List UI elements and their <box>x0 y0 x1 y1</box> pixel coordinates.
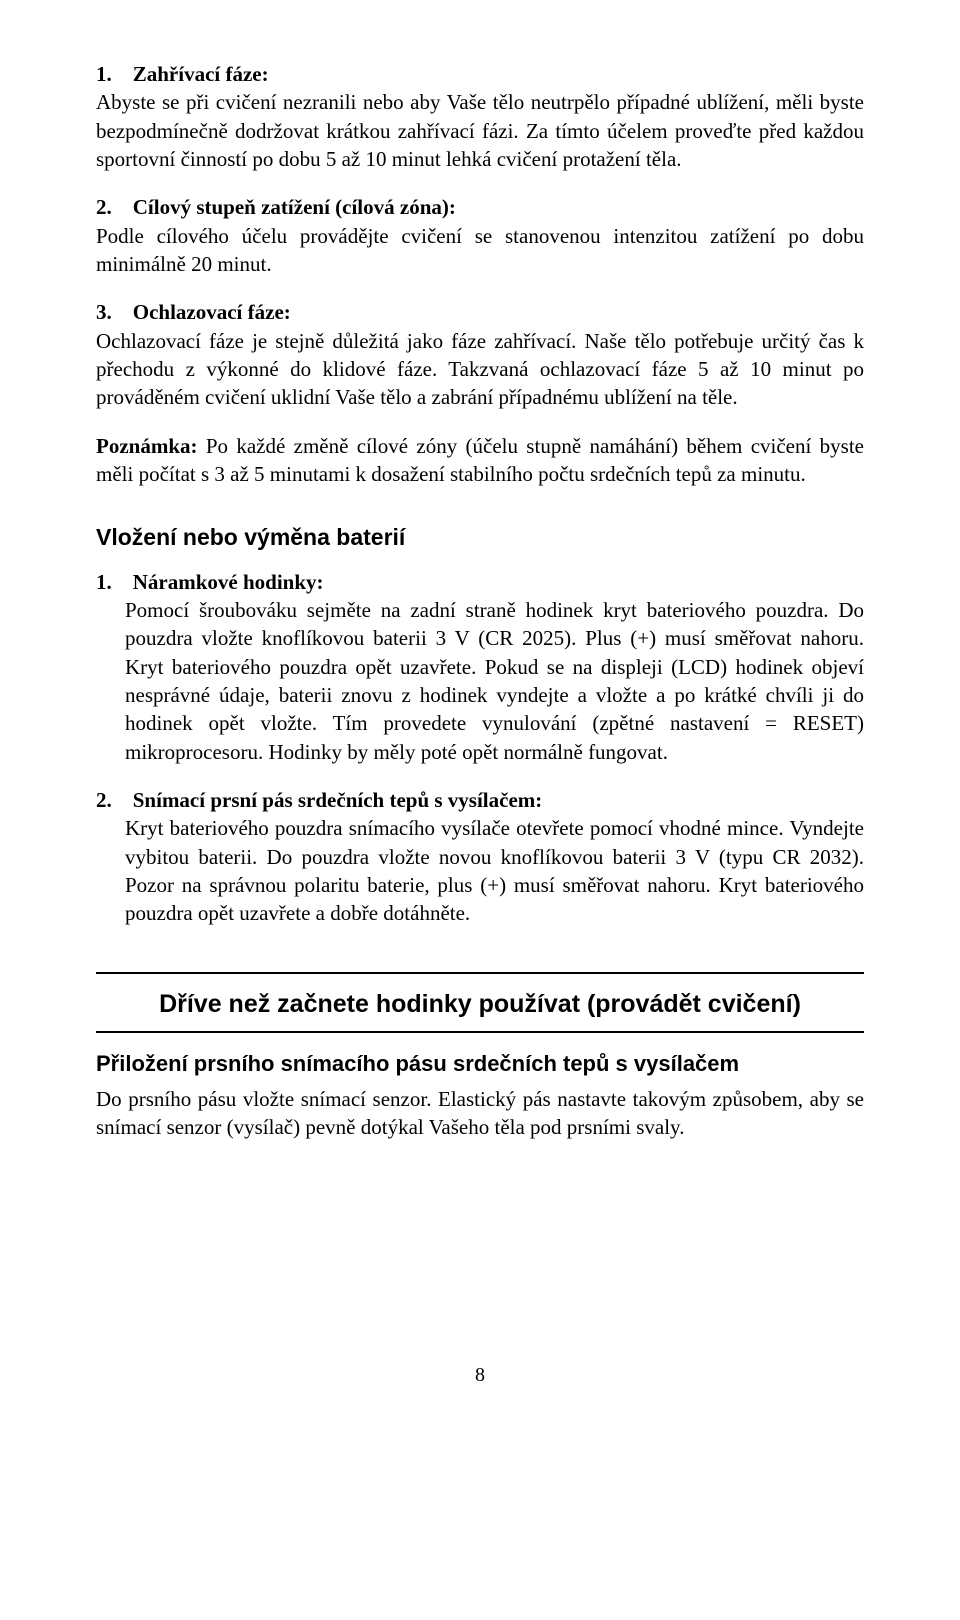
item-title: Cílový stupeň zatížení (cílová zóna): <box>133 195 456 219</box>
note-text: Po každé změně cílové zóny (účelu stupně… <box>96 434 864 486</box>
item-number: 1. <box>96 570 112 594</box>
item-number: 1. <box>96 62 112 86</box>
item-number: 2. <box>96 195 112 219</box>
item-head: 2. Snímací prsní pás srdečních tepů s vy… <box>96 786 864 814</box>
item-title: Ochlazovací fáze: <box>133 300 291 324</box>
item-text: Ochlazovací fáze je stejně důležitá jako… <box>96 329 864 410</box>
item-title: Zahřívací fáze: <box>133 62 269 86</box>
paragraph: Do prsního pásu vložte snímací senzor. E… <box>96 1085 864 1142</box>
item-number: 3. <box>96 300 112 324</box>
list-item: 1. Zahřívací fáze: Abyste se při cvičení… <box>96 60 864 173</box>
note-label: Poznámka: <box>96 434 198 458</box>
battery-list: 1. Náramkové hodinky: Pomocí šroubováku … <box>96 568 864 928</box>
item-body: 2. Cílový stupeň zatížení (cílová zóna):… <box>96 193 864 278</box>
subheading: Přiložení prsního snímacího pásu srdeční… <box>96 1049 864 1079</box>
main-heading: Dříve než začnete hodinky používat (prov… <box>96 988 864 1022</box>
item-body: 1. Zahřívací fáze: Abyste se při cvičení… <box>96 60 864 173</box>
item-body: 3. Ochlazovací fáze: Ochlazovací fáze je… <box>96 298 864 411</box>
list-item: 2. Cílový stupeň zatížení (cílová zóna):… <box>96 193 864 278</box>
list-item: 1. Náramkové hodinky: Pomocí šroubováku … <box>96 568 864 766</box>
phase-list: 1. Zahřívací fáze: Abyste se při cvičení… <box>96 60 864 412</box>
item-text: Abyste se při cvičení nezranili nebo aby… <box>96 90 864 171</box>
section-heading-batteries: Vložení nebo výměna baterií <box>96 522 864 553</box>
main-heading-box: Dříve než začnete hodinky používat (prov… <box>96 972 864 1034</box>
item-title: Snímací prsní pás srdečních tepů s vysíl… <box>133 788 543 812</box>
page-number: 8 <box>96 1362 864 1389</box>
list-item: 2. Snímací prsní pás srdečních tepů s vy… <box>96 786 864 928</box>
item-text: Kryt bateriového pouzdra snímacího vysíl… <box>96 814 864 927</box>
item-head: 1. Náramkové hodinky: <box>96 568 864 596</box>
item-number: 2. <box>96 788 112 812</box>
note-paragraph: Poznámka: Po každé změně cílové zóny (úč… <box>96 432 864 489</box>
item-title: Náramkové hodinky: <box>133 570 324 594</box>
list-item: 3. Ochlazovací fáze: Ochlazovací fáze je… <box>96 298 864 411</box>
item-text: Pomocí šroubováku sejměte na zadní stran… <box>96 596 864 766</box>
item-text: Podle cílového účelu provádějte cvičení … <box>96 224 864 276</box>
